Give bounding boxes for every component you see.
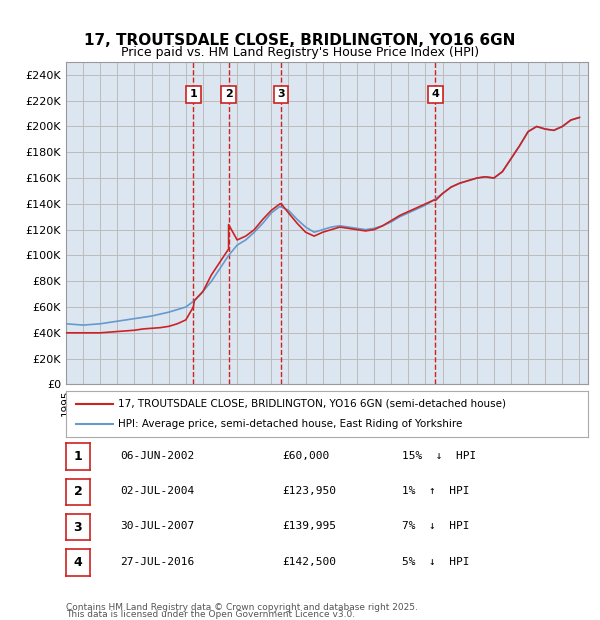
- Text: 2: 2: [225, 89, 232, 99]
- Text: 27-JUL-2016: 27-JUL-2016: [120, 557, 194, 567]
- Text: 3: 3: [277, 89, 285, 99]
- Text: 1%  ↑  HPI: 1% ↑ HPI: [402, 486, 470, 496]
- Text: 7%  ↓  HPI: 7% ↓ HPI: [402, 521, 470, 531]
- Text: 30-JUL-2007: 30-JUL-2007: [120, 521, 194, 531]
- Text: 4: 4: [431, 89, 439, 99]
- Text: £123,950: £123,950: [282, 486, 336, 496]
- Text: 02-JUL-2004: 02-JUL-2004: [120, 486, 194, 496]
- Text: 2: 2: [74, 485, 82, 498]
- Text: 06-JUN-2002: 06-JUN-2002: [120, 451, 194, 461]
- Text: 4: 4: [74, 556, 82, 569]
- Text: 5%  ↓  HPI: 5% ↓ HPI: [402, 557, 470, 567]
- Text: £139,995: £139,995: [282, 521, 336, 531]
- Text: £60,000: £60,000: [282, 451, 329, 461]
- Text: HPI: Average price, semi-detached house, East Riding of Yorkshire: HPI: Average price, semi-detached house,…: [118, 419, 463, 429]
- Text: 15%  ↓  HPI: 15% ↓ HPI: [402, 451, 476, 461]
- Text: Contains HM Land Registry data © Crown copyright and database right 2025.: Contains HM Land Registry data © Crown c…: [66, 603, 418, 612]
- Text: 3: 3: [74, 521, 82, 534]
- Text: Price paid vs. HM Land Registry's House Price Index (HPI): Price paid vs. HM Land Registry's House …: [121, 46, 479, 59]
- Text: This data is licensed under the Open Government Licence v3.0.: This data is licensed under the Open Gov…: [66, 609, 355, 619]
- Text: 17, TROUTSDALE CLOSE, BRIDLINGTON, YO16 6GN (semi-detached house): 17, TROUTSDALE CLOSE, BRIDLINGTON, YO16 …: [118, 399, 506, 409]
- Text: 1: 1: [190, 89, 197, 99]
- Text: 1: 1: [74, 450, 82, 463]
- Text: £142,500: £142,500: [282, 557, 336, 567]
- Text: 17, TROUTSDALE CLOSE, BRIDLINGTON, YO16 6GN: 17, TROUTSDALE CLOSE, BRIDLINGTON, YO16 …: [85, 33, 515, 48]
